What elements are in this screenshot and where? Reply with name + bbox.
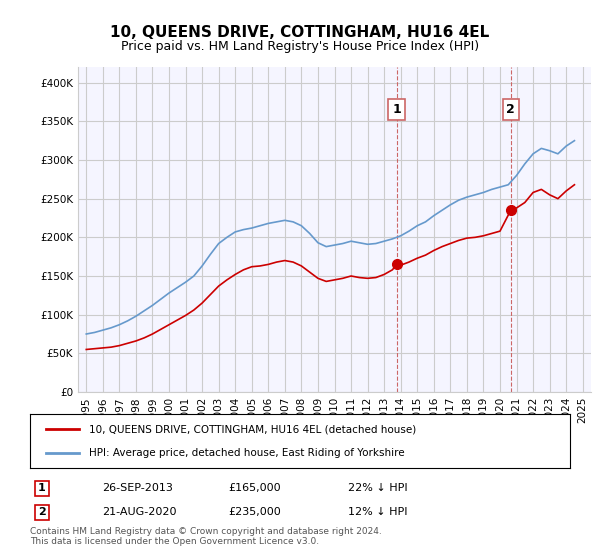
Text: 10, QUEENS DRIVE, COTTINGHAM, HU16 4EL (detached house): 10, QUEENS DRIVE, COTTINGHAM, HU16 4EL (… (89, 424, 416, 435)
Text: £165,000: £165,000 (228, 483, 281, 493)
Text: 2: 2 (38, 507, 46, 517)
Text: 21-AUG-2020: 21-AUG-2020 (102, 507, 176, 517)
Text: 1: 1 (38, 483, 46, 493)
Text: 1: 1 (392, 103, 401, 116)
Text: Contains HM Land Registry data © Crown copyright and database right 2024.
This d: Contains HM Land Registry data © Crown c… (30, 526, 382, 546)
Text: 12% ↓ HPI: 12% ↓ HPI (348, 507, 407, 517)
Text: 10, QUEENS DRIVE, COTTINGHAM, HU16 4EL: 10, QUEENS DRIVE, COTTINGHAM, HU16 4EL (110, 25, 490, 40)
Text: 22% ↓ HPI: 22% ↓ HPI (348, 483, 407, 493)
Text: 2: 2 (506, 103, 515, 116)
Text: Price paid vs. HM Land Registry's House Price Index (HPI): Price paid vs. HM Land Registry's House … (121, 40, 479, 53)
Text: 26-SEP-2013: 26-SEP-2013 (102, 483, 173, 493)
Text: £235,000: £235,000 (228, 507, 281, 517)
Text: HPI: Average price, detached house, East Riding of Yorkshire: HPI: Average price, detached house, East… (89, 447, 405, 458)
